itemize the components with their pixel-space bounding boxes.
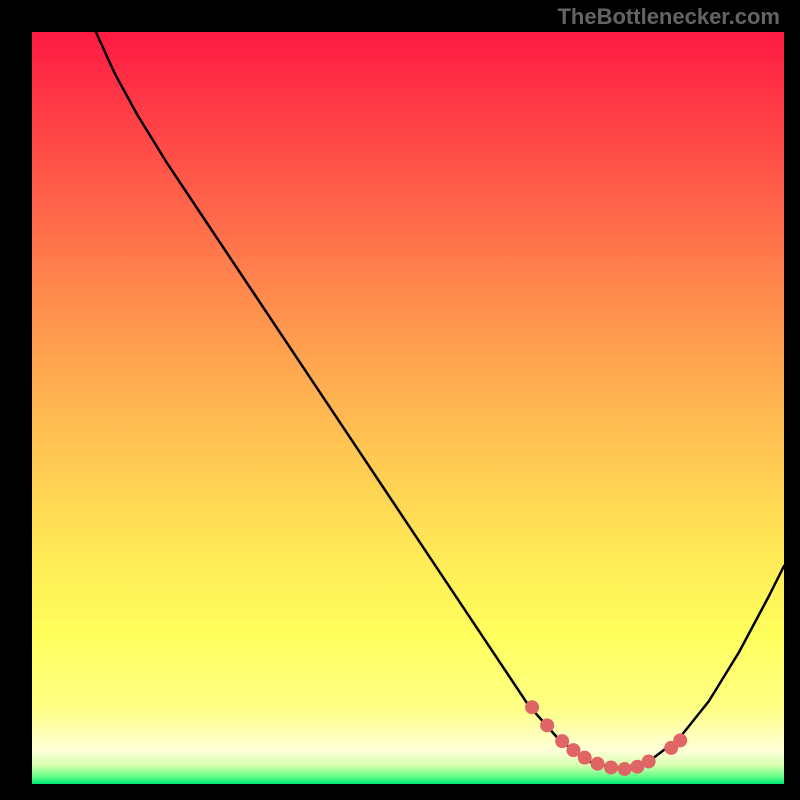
- valley-marker: [540, 718, 554, 732]
- valley-marker: [673, 733, 687, 747]
- valley-marker: [618, 762, 632, 776]
- valley-marker: [578, 751, 592, 765]
- valley-marker: [642, 754, 656, 768]
- bottleneck-plot: [0, 0, 800, 800]
- valley-marker: [555, 734, 569, 748]
- plot-background: [32, 32, 784, 784]
- valley-marker: [604, 760, 618, 774]
- valley-marker: [525, 700, 539, 714]
- valley-marker: [591, 757, 605, 771]
- watermark-text: TheBottlenecker.com: [557, 4, 780, 30]
